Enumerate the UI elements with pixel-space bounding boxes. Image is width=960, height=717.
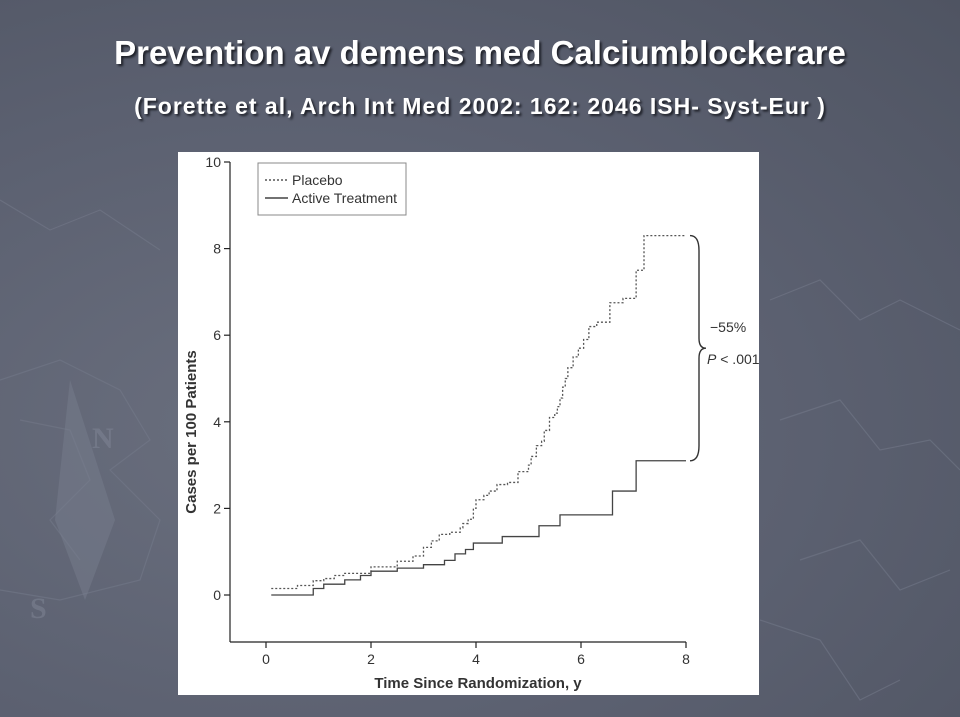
y-tick-label: 0 bbox=[213, 587, 221, 603]
compass-rose-decoration: N S bbox=[30, 380, 115, 625]
svg-text:S: S bbox=[30, 592, 47, 625]
slide-title: Prevention av demens med Calciumblockera… bbox=[114, 34, 846, 71]
p-value-symbol: P bbox=[707, 351, 717, 367]
x-axis-label: Time Since Randomization, y bbox=[374, 675, 582, 692]
p-value-text: < .001 bbox=[716, 351, 759, 367]
y-tick-label: 10 bbox=[205, 154, 221, 170]
cumulative-incidence-chart: 0 2 4 6 8 10 0 2 4 6 8 Cases per 100 Patients Tim… bbox=[183, 154, 759, 692]
x-tick-label: 8 bbox=[682, 651, 690, 667]
legend-box bbox=[257, 162, 407, 216]
legend: Placebo Active Treatment bbox=[257, 162, 407, 216]
y-tick-label: 6 bbox=[213, 327, 221, 343]
legend-placebo-label: Placebo bbox=[292, 172, 343, 188]
x-tick-label: 4 bbox=[472, 651, 480, 667]
y-tick-label: 2 bbox=[213, 500, 221, 516]
percent-reduction-annotation: −55% bbox=[710, 319, 746, 335]
x-axis-ticks: 0 2 4 6 8 bbox=[262, 642, 690, 667]
x-tick-label: 0 bbox=[262, 651, 270, 667]
difference-bracket bbox=[689, 234, 707, 462]
y-tick-label: 4 bbox=[213, 414, 221, 430]
series-lines bbox=[271, 234, 686, 596]
svg-text:N: N bbox=[92, 422, 114, 455]
series-line-placebo bbox=[271, 234, 686, 590]
slide-subtitle: (Forette et al, Arch Int Med 2002: 162: … bbox=[134, 93, 826, 119]
y-axis-label: Cases per 100 Patients bbox=[183, 350, 200, 513]
y-axis-ticks: 0 2 4 6 8 10 bbox=[205, 154, 230, 603]
x-tick-label: 2 bbox=[367, 651, 375, 667]
legend-active-label: Active Treatment bbox=[292, 190, 397, 206]
series-line-active-treatment bbox=[271, 460, 686, 596]
x-tick-label: 6 bbox=[577, 651, 585, 667]
p-value-annotation: P < .001 bbox=[707, 351, 759, 367]
chart-figure: 0 2 4 6 8 10 0 2 4 6 8 Cases per 100 Patients Tim… bbox=[178, 152, 759, 695]
y-tick-label: 8 bbox=[213, 241, 221, 257]
